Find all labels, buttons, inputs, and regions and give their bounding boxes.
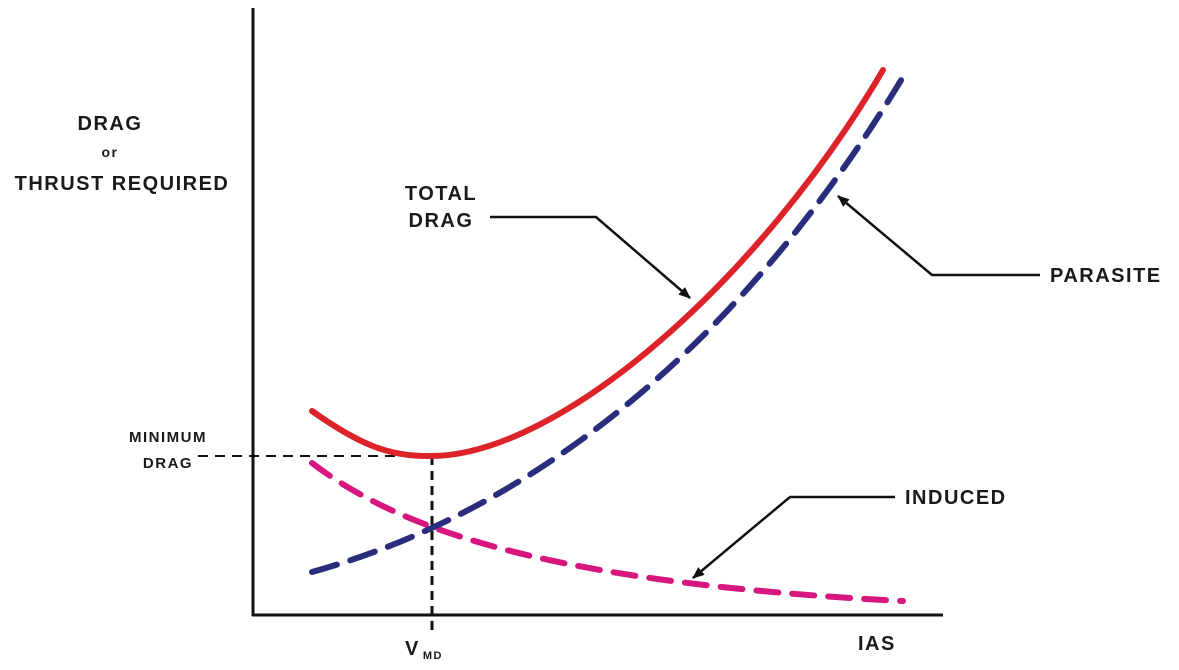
total-drag-leader (490, 215, 691, 299)
induced-drag-curve (309, 460, 906, 604)
parasite-label: PARASITE (1050, 265, 1162, 287)
min-drag-label-2: DRAG (143, 455, 193, 472)
y-axis-label-3: THRUST REQUIRED (15, 173, 230, 195)
total-drag-label-1: TOTAL (405, 183, 477, 205)
y-axis-label-1: DRAG (78, 113, 143, 135)
y-axis-label-2: or (102, 144, 119, 160)
induced-label: INDUCED (905, 487, 1007, 509)
min-drag-label-1: MINIMUM (129, 429, 207, 446)
parasite-leader (837, 195, 1040, 277)
total-drag-curve (309, 67, 886, 460)
induced-leader (692, 495, 895, 579)
total-drag-label-2: DRAG (409, 210, 474, 232)
x-axis-label: IAS (858, 633, 896, 655)
vmd-label: V MD (405, 638, 443, 662)
parasite-drag-curve (309, 74, 906, 575)
